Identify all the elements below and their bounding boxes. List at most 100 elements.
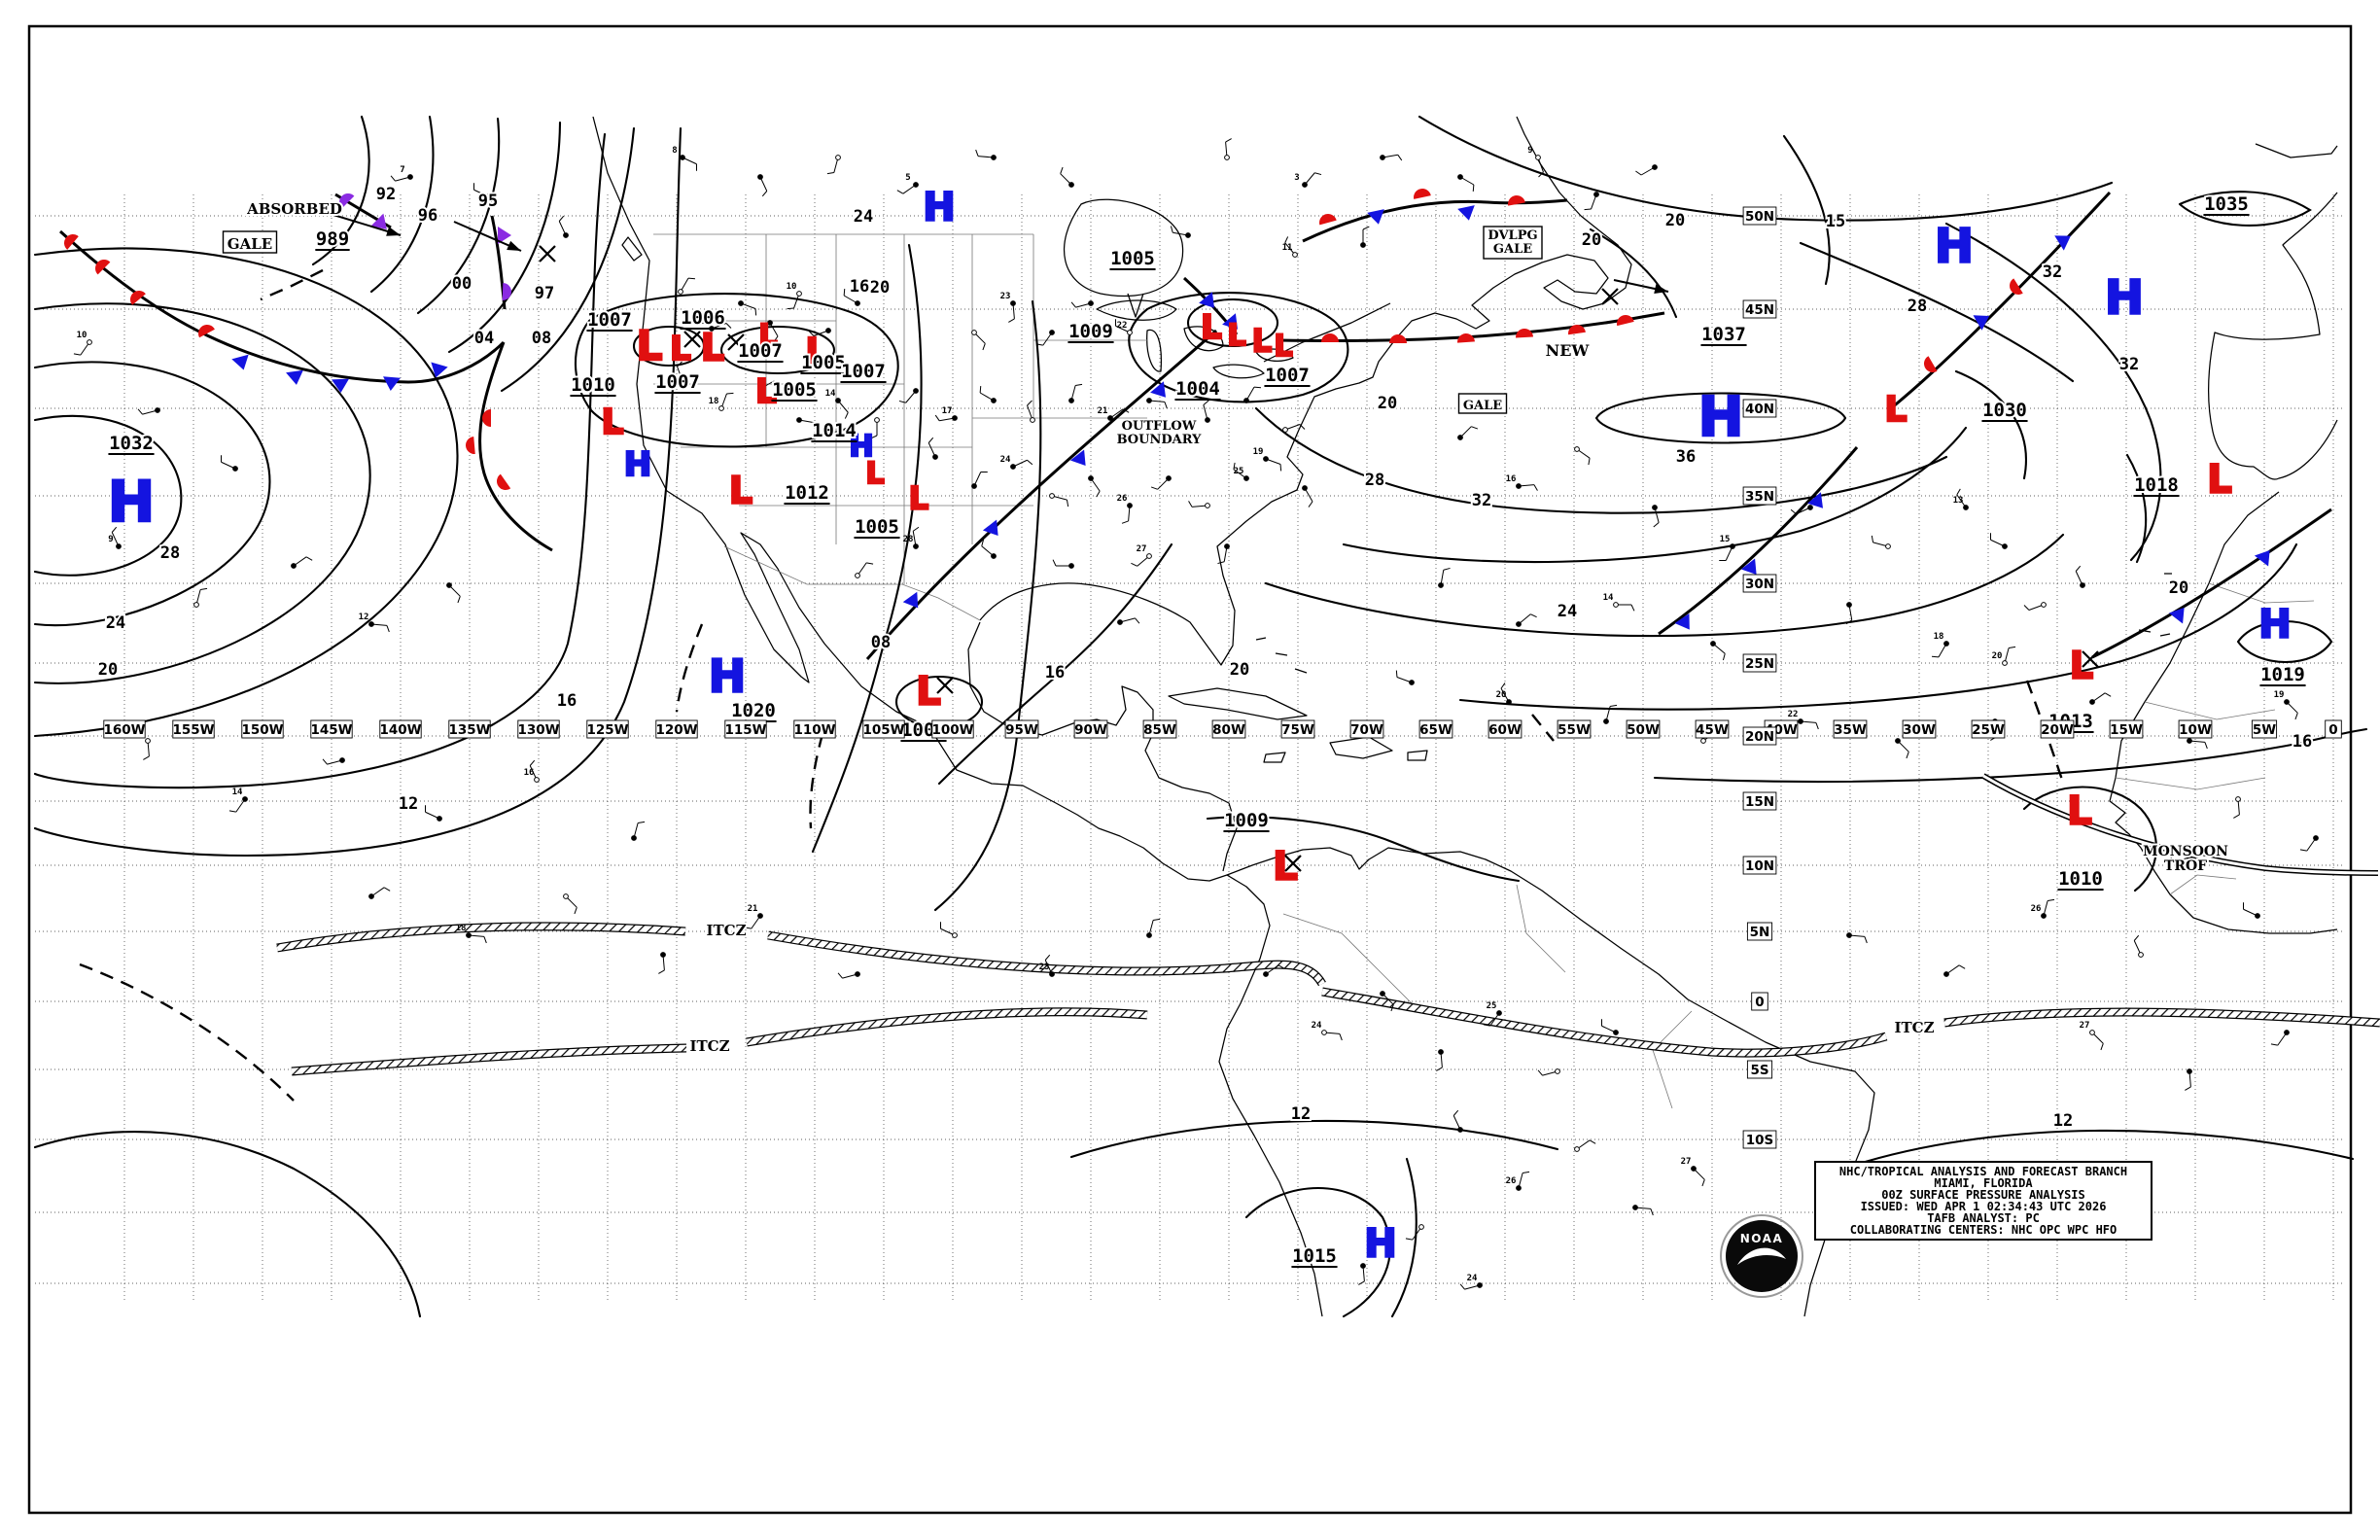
coastline — [1255, 348, 1294, 362]
coastline — [2255, 143, 2338, 158]
longitude-label-box — [172, 719, 215, 739]
station-dot — [1409, 680, 1415, 685]
latitude-label-box — [1742, 856, 1777, 875]
station-dot — [1603, 718, 1609, 724]
high-pressure-center: H — [1935, 219, 1974, 273]
pressure-value-label: 1007 — [738, 340, 783, 362]
isobar — [33, 361, 271, 627]
latitude-label: 35N — [1745, 489, 1774, 505]
station-dot — [1885, 543, 1891, 549]
station-wind-barb-tick — [870, 435, 878, 439]
annotation-text: MONSOON — [2143, 844, 2228, 859]
station-dot — [87, 339, 92, 345]
pressure-value-label: 1010 — [2058, 868, 2103, 890]
station-dot — [291, 563, 297, 569]
station-wind-barb-tick — [1027, 459, 1033, 466]
station-wind-barb-tick — [658, 969, 665, 974]
itcz-band-hatch — [291, 1044, 687, 1075]
pressure-value-label: 1005 — [772, 379, 817, 401]
station-wind-barb-tick — [1653, 522, 1660, 528]
station-dot — [1730, 543, 1735, 549]
coastline — [2109, 491, 2338, 934]
station-wind-barb-tick — [1060, 166, 1064, 174]
station-dot — [1516, 483, 1522, 489]
coastline — [1146, 329, 1163, 372]
station-dot — [1010, 464, 1016, 470]
station-wind-barb-tick — [934, 414, 940, 422]
station-wind-barb-tick — [1217, 561, 1225, 565]
station-wind-barb-tick — [1589, 1139, 1596, 1144]
cold-front-symbol — [1740, 558, 1757, 576]
station-wind-barb-tick — [2075, 565, 2082, 572]
info-line-product: 00Z SURFACE PRESSURE ANALYSIS — [1881, 1188, 2085, 1202]
station-wind-barb-tick — [898, 400, 906, 403]
isobar — [894, 675, 984, 729]
station-dot — [1146, 932, 1152, 938]
isobar-value-label: 24 — [106, 613, 125, 633]
isobar-value-label: 16 — [557, 691, 577, 711]
station-dot — [1496, 1010, 1502, 1016]
isobar — [1594, 392, 1847, 444]
longitude-label-box — [1833, 719, 1868, 739]
station-wind-barb-tick — [1701, 1179, 1705, 1187]
station-dot — [1360, 242, 1366, 248]
station-wind-barb-tick — [2048, 898, 2055, 902]
isobar — [1244, 1186, 1391, 1318]
station-dot — [2080, 582, 2085, 588]
station-dot — [1185, 232, 1191, 238]
longitude-label: 30W — [1903, 722, 1936, 738]
isobar — [933, 299, 1042, 912]
station-dot — [437, 816, 442, 822]
latitude-label: 40N — [1745, 402, 1774, 417]
station-value: 27 — [1137, 544, 1147, 554]
longitude-label: 25W — [1972, 722, 2005, 738]
longitude-label-box — [2251, 719, 2278, 739]
political-border — [2169, 874, 2237, 895]
station-value: 17 — [942, 406, 953, 416]
station-dot — [563, 232, 569, 238]
station-dot — [1302, 182, 1308, 188]
occluded-front-symbol — [370, 213, 387, 229]
low-pressure-center: L — [806, 332, 828, 371]
station-dot — [1516, 621, 1522, 627]
isobar-value-label: 24 — [854, 207, 873, 227]
station-dot — [1438, 582, 1444, 588]
cold-front-symbol — [1199, 292, 1214, 308]
station-wind-barb-tick — [814, 422, 818, 430]
station-wind-barb-tick — [2104, 692, 2112, 697]
latitude-label: 5N — [1750, 925, 1770, 940]
station-value: 16 — [1506, 474, 1517, 484]
coastline — [1168, 687, 1308, 720]
station-wind-barb-tick — [1170, 226, 1173, 233]
station-dot — [1963, 505, 1969, 510]
station-wind-barb-tick — [1284, 236, 1289, 243]
isobar — [2022, 786, 2157, 892]
longitude-label: 145W — [310, 722, 352, 738]
station-dot — [1243, 475, 1249, 481]
warm-front-symbol — [1924, 356, 1938, 372]
analysis-info-box: NHC/TROPICAL ANALYSIS AND FORECAST BRANC… — [1814, 1161, 2152, 1241]
political-border — [2144, 701, 2276, 720]
front-line — [1658, 446, 1859, 636]
longitude-label-box — [1142, 719, 1177, 739]
isobar — [311, 115, 370, 266]
isobar — [937, 542, 1173, 786]
longitude-label: 140W — [379, 722, 421, 738]
isobar-value-label: 28 — [1908, 297, 1927, 316]
noaa-logo: NOAA — [1720, 1214, 1803, 1298]
station-dot — [1243, 398, 1249, 403]
front-line — [58, 229, 506, 384]
station-dot — [1593, 192, 1599, 197]
pressure-value-label: 1004 — [1175, 378, 1220, 400]
station-dot — [1146, 553, 1152, 559]
station-dot — [1943, 971, 1949, 977]
low-pressure-center: L — [1201, 308, 1222, 347]
latitude-label-box — [1751, 992, 1768, 1011]
isobar — [1458, 542, 2298, 711]
station-dot — [1691, 1166, 1697, 1172]
station-value: 26 — [2031, 904, 2042, 914]
itcz-band-hatch — [276, 923, 686, 952]
station-dot — [1555, 1068, 1560, 1074]
pressure-value-label: 1005 — [1110, 248, 1155, 269]
longitude-label: 100W — [931, 722, 973, 738]
